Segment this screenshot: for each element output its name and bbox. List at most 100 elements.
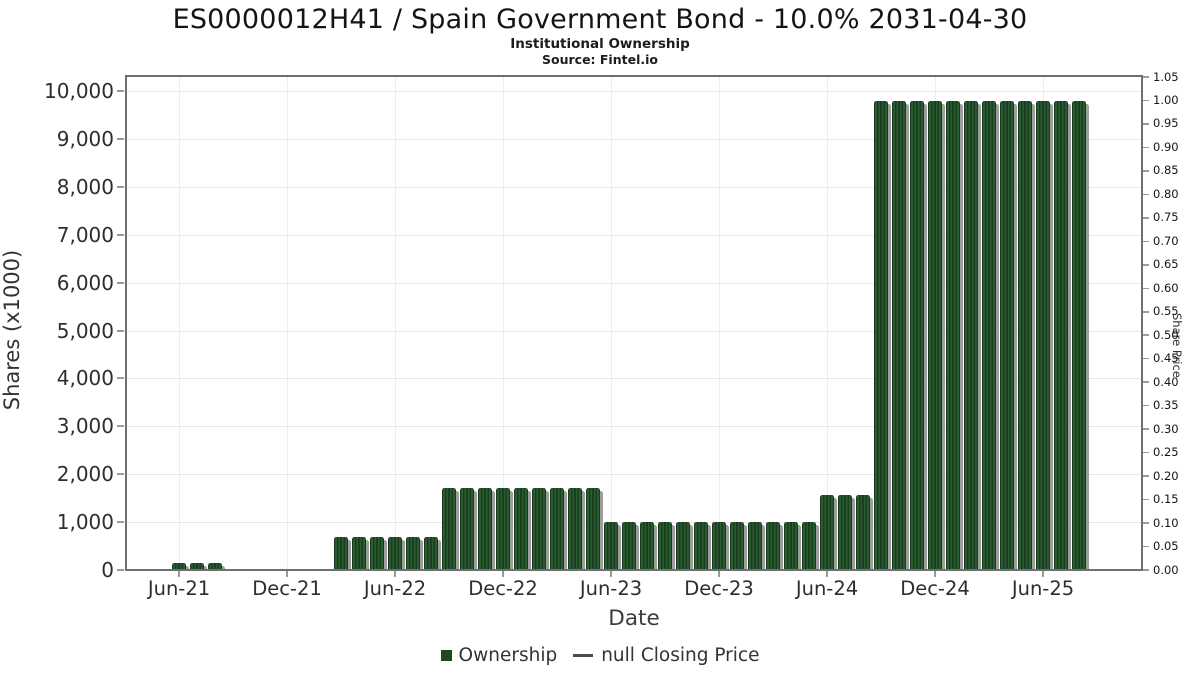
- x-axis-tick: [178, 571, 180, 577]
- left-axis-tick-label: 7,000: [56, 222, 114, 247]
- right-axis-tick: [1143, 381, 1149, 383]
- ownership-bar[interactable]: [171, 562, 187, 570]
- bar-series-swatch-icon: [440, 650, 452, 661]
- ownership-bar[interactable]: [621, 522, 637, 570]
- legend: Ownership null Closing Price: [0, 645, 1200, 666]
- right-axis-tick: [1143, 545, 1149, 548]
- chart-source: Source: Fintel.io: [542, 52, 658, 67]
- gridline-vertical: [287, 76, 288, 570]
- ownership-bar[interactable]: [369, 536, 385, 570]
- gridline-vertical: [503, 76, 504, 570]
- gridline-horizontal: [126, 186, 1142, 188]
- ownership-bar[interactable]: [513, 488, 529, 570]
- ownership-bar[interactable]: [405, 536, 421, 570]
- x-axis-tick-label: Dec-23: [684, 577, 754, 600]
- right-axis-tick: [1143, 428, 1149, 430]
- right-axis-tick-label: 0.65: [1153, 257, 1179, 272]
- ownership-bar[interactable]: [603, 522, 619, 570]
- ownership-bar[interactable]: [891, 101, 907, 570]
- ownership-bar[interactable]: [801, 522, 817, 570]
- ownership-bar[interactable]: [1035, 101, 1051, 570]
- ownership-bar[interactable]: [1053, 101, 1069, 570]
- ownership-bar[interactable]: [1071, 101, 1087, 570]
- left-axis-tick: [117, 281, 124, 284]
- x-axis-tick-label: Dec-24: [900, 577, 970, 600]
- legend-item-closing-price[interactable]: null Closing Price: [557, 645, 759, 666]
- left-axis-tick: [117, 377, 124, 380]
- right-axis-tick: [1143, 311, 1149, 313]
- gridline-horizontal: [126, 426, 1142, 428]
- x-axis-tick: [286, 571, 288, 577]
- ownership-bar[interactable]: [567, 488, 583, 570]
- right-axis-tick: [1143, 569, 1149, 571]
- ownership-bar[interactable]: [909, 101, 925, 570]
- ownership-bar[interactable]: [837, 495, 853, 570]
- gridline-horizontal: [126, 330, 1142, 332]
- ownership-bar[interactable]: [963, 101, 979, 570]
- ownership-bar[interactable]: [639, 522, 655, 570]
- right-axis-tick-label: 0.10: [1153, 515, 1179, 530]
- ownership-bar[interactable]: [441, 488, 457, 570]
- legend-item-ownership[interactable]: Ownership: [440, 645, 557, 666]
- ownership-bar[interactable]: [999, 101, 1015, 570]
- ownership-bar[interactable]: [477, 488, 493, 570]
- ownership-bar[interactable]: [675, 522, 691, 570]
- right-axis-tick: [1143, 170, 1149, 172]
- left-axis-tick-label: 10,000: [44, 79, 114, 103]
- ownership-bar[interactable]: [549, 488, 565, 570]
- right-axis-tick-label: 0.85: [1153, 163, 1179, 178]
- ownership-bar[interactable]: [351, 536, 367, 570]
- x-axis-tick-label: Jun-23: [579, 577, 643, 600]
- ownership-bar[interactable]: [189, 562, 205, 570]
- gridline-horizontal: [126, 91, 1142, 92]
- ownership-bar[interactable]: [945, 101, 961, 570]
- left-axis-tick-label: 8,000: [56, 174, 114, 199]
- left-axis-tick-label: 6,000: [56, 270, 114, 295]
- x-axis-tick: [826, 571, 828, 577]
- ownership-bar[interactable]: [657, 522, 673, 570]
- ownership-bar[interactable]: [423, 536, 439, 570]
- ownership-bar[interactable]: [765, 522, 781, 570]
- right-axis-tick-label: 0.80: [1153, 186, 1179, 201]
- gridline-vertical: [395, 76, 396, 570]
- ownership-bar[interactable]: [747, 522, 763, 570]
- right-axis-tick: [1143, 99, 1149, 102]
- left-axis-tick-label: 1,000: [56, 510, 114, 535]
- ownership-bar[interactable]: [783, 522, 799, 570]
- ownership-bar[interactable]: [531, 488, 547, 570]
- ownership-bar[interactable]: [459, 488, 475, 570]
- ownership-bar[interactable]: [1017, 101, 1033, 570]
- left-axis-tick-label: 2,000: [56, 462, 114, 487]
- ownership-bar[interactable]: [981, 101, 997, 570]
- gridline-horizontal: [126, 474, 1142, 476]
- left-axis-tick: [117, 329, 124, 332]
- ownership-bar[interactable]: [873, 101, 889, 570]
- ownership-bar[interactable]: [855, 495, 871, 570]
- x-axis-title: Date: [608, 606, 660, 631]
- x-axis-tick-label: Jun-22: [363, 577, 427, 600]
- ownership-bar[interactable]: [693, 522, 709, 570]
- ownership-bar[interactable]: [711, 522, 727, 570]
- right-axis-tick-label: 0.60: [1153, 280, 1179, 295]
- ownership-bar[interactable]: [927, 101, 943, 570]
- ownership-bar[interactable]: [387, 536, 403, 570]
- ownership-bar[interactable]: [333, 536, 349, 570]
- right-axis-tick: [1143, 193, 1149, 196]
- right-axis-tick-label: 0.45: [1153, 351, 1179, 366]
- x-axis-tick: [610, 571, 612, 577]
- gridline-horizontal: [126, 378, 1142, 380]
- right-axis-tick: [1143, 217, 1149, 219]
- right-axis-tick-label: 0.55: [1153, 304, 1179, 319]
- ownership-bar[interactable]: [207, 562, 223, 570]
- left-axis-tick: [117, 185, 124, 188]
- ownership-bar[interactable]: [729, 522, 745, 570]
- ownership-bar[interactable]: [819, 495, 835, 570]
- ownership-bar[interactable]: [585, 488, 601, 570]
- right-axis-tick-label: 0.75: [1153, 210, 1179, 225]
- right-axis-tick: [1143, 123, 1149, 125]
- left-axis-tick: [117, 425, 124, 428]
- plot-area: [126, 76, 1142, 570]
- right-axis-tick: [1143, 264, 1149, 266]
- ownership-bar[interactable]: [495, 488, 511, 570]
- x-axis-tick: [1042, 571, 1044, 577]
